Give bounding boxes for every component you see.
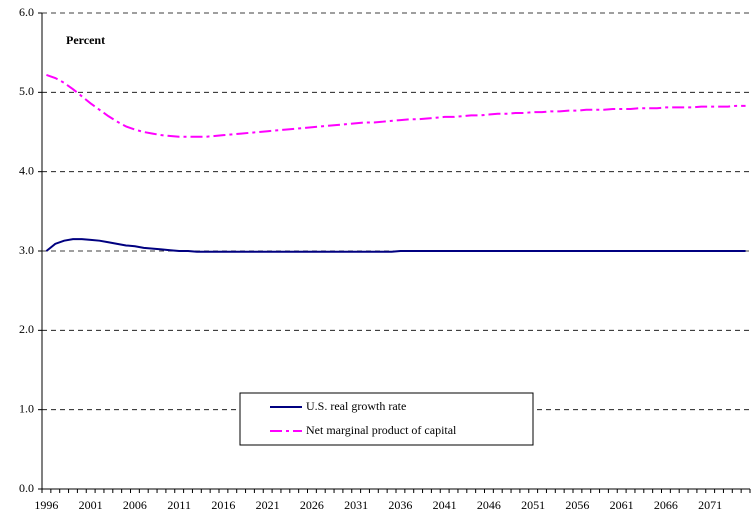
x-tick-label: 2056 [565,498,589,512]
x-tick-label: 2016 [211,498,235,512]
y-tick-label: 6.0 [19,5,34,19]
x-tick-label: 2061 [610,498,634,512]
series-line [46,73,746,138]
x-tick-label: 2071 [698,498,722,512]
legend-box [239,392,534,446]
x-tick-label: 2036 [388,498,412,512]
x-tick-label: 2001 [79,498,103,512]
x-tick-label: 2026 [300,498,324,512]
y-tick-label: 1.0 [19,401,34,415]
legend-label: Net marginal product of capital [306,423,457,437]
y-tick-label: 2.0 [19,322,34,336]
y-tick-label: 0.0 [19,481,34,495]
x-tick-label: 2011 [167,498,191,512]
x-tick-label: 2041 [433,498,457,512]
x-tick-label: 2066 [654,498,678,512]
x-tick-label: 2046 [477,498,501,512]
x-tick-label: 1996 [34,498,58,512]
y-tick-label: 5.0 [19,84,34,98]
series-line [45,238,746,253]
legend-label: U.S. real growth rate [306,399,406,413]
x-tick-label: 2051 [521,498,545,512]
x-tick-label: 2031 [344,498,368,512]
annotation: Percent [66,33,105,47]
x-tick-label: 2006 [123,498,147,512]
x-tick-label: 2021 [256,498,280,512]
y-tick-label: 3.0 [19,243,34,257]
y-tick-label: 4.0 [19,163,34,177]
